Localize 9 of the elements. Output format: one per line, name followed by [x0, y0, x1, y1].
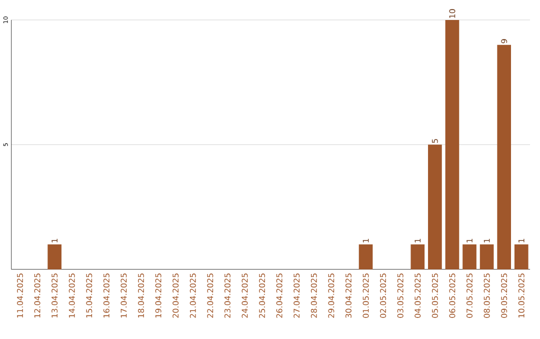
- bar: [358, 244, 373, 270]
- bar: [445, 20, 460, 270]
- bar: [480, 244, 494, 270]
- bar: [410, 244, 425, 270]
- bar: [514, 244, 528, 270]
- bar: [428, 144, 442, 270]
- bar: [462, 244, 476, 270]
- bar: [48, 244, 62, 270]
- bar: [497, 44, 512, 270]
